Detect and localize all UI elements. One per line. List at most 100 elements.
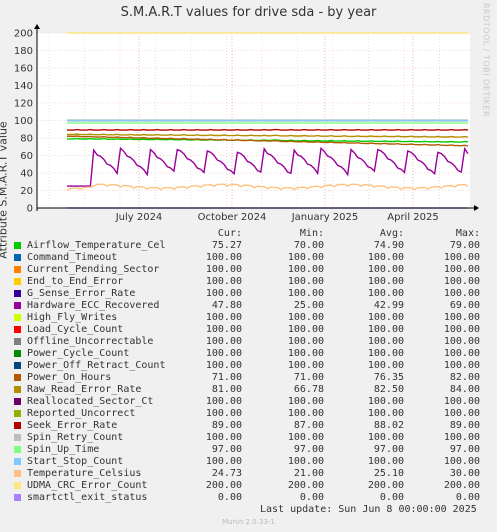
legend-value-min: 100.00 [287, 408, 324, 419]
legend-value-min: 100.00 [287, 432, 324, 443]
legend-swatch [14, 458, 21, 465]
legend-value-cur: 100.00 [205, 324, 242, 335]
legend-value-max: 100.00 [443, 264, 480, 275]
legend-row: Temperature_Celsius 24.73 21.00 25.10 30.00 [14, 468, 484, 480]
legend-row: Seek_Error_Rate 89.00 87.00 88.02 89.00 [14, 420, 484, 432]
legend-series-name: Spin_Retry_Count [27, 432, 124, 443]
legend-value-avg: 100.00 [367, 348, 404, 359]
legend-value-cur: 89.00 [211, 420, 242, 431]
legend-value-max: 100.00 [443, 456, 480, 467]
legend-value-cur: 100.00 [205, 456, 242, 467]
legend-value-min: 100.00 [287, 252, 324, 263]
legend-value-avg: 76.35 [373, 372, 404, 383]
legend-value-cur: 100.00 [205, 432, 242, 443]
y-tick-label: 160 [14, 64, 33, 75]
legend-header-min: Min: [299, 228, 324, 239]
legend-swatch [14, 446, 21, 453]
legend-value-max: 100.00 [443, 288, 480, 299]
legend-series-name: Seek_Error_Rate [27, 420, 118, 431]
legend-value-avg: 100.00 [367, 312, 404, 323]
legend-value-min: 100.00 [287, 264, 324, 275]
legend-value-cur: 97.00 [211, 444, 242, 455]
legend-value-avg: 100.00 [367, 252, 404, 263]
legend-series-name: Start_Stop_Count [27, 456, 124, 467]
legend-row: Power_Off_Retract_Count 100.00 100.00 100.0… [14, 360, 484, 372]
legend-value-cur: 100.00 [205, 264, 242, 275]
legend-series-name: G_Sense_Error_Rate [27, 288, 136, 299]
legend-swatch [14, 254, 21, 261]
x-tick-label: April 2025 [387, 212, 438, 223]
legend-value-avg: 0.00 [379, 492, 404, 503]
series-line [66, 183, 469, 191]
legend-value-max: 0.00 [455, 492, 480, 503]
legend-series-name: Power_On_Hours [27, 372, 112, 383]
legend-row: Current_Pending_Sector 100.00 100.00 100.00… [14, 264, 484, 276]
legend-value-cur: 47.80 [211, 300, 242, 311]
legend-series-name: Offline_Uncorrectable [27, 336, 154, 347]
legend-value-min: 100.00 [287, 360, 324, 371]
legend-value-avg: 100.00 [367, 396, 404, 407]
legend-swatch [14, 422, 21, 429]
legend-value-avg: 100.00 [367, 456, 404, 467]
series-line [67, 133, 469, 138]
legend-swatch [14, 266, 21, 273]
legend-value-min: 100.00 [287, 276, 324, 287]
x-tick-label: October 2024 [198, 212, 267, 223]
legend-header-max: Max: [455, 228, 480, 239]
legend-value-cur: 100.00 [205, 360, 242, 371]
legend-value-min: 100.00 [287, 336, 324, 347]
y-tick-label: 0 [27, 204, 33, 215]
legend-value-avg: 97.00 [373, 444, 404, 455]
y-tick-label: 20 [20, 186, 33, 197]
legend-swatch [14, 290, 21, 297]
series-line [67, 135, 469, 147]
y-tick-label: 120 [14, 99, 33, 110]
legend-series-name: High_Fly_Writes [27, 312, 118, 323]
legend-value-max: 79.00 [449, 240, 480, 251]
legend-swatch [14, 242, 21, 249]
legend-value-max: 100.00 [443, 408, 480, 419]
legend-value-avg: 74.90 [373, 240, 404, 251]
y-tick-label: 140 [14, 81, 33, 92]
legend-row: Power_Cycle_Count 100.00 100.00 100.00 100.0… [14, 348, 484, 360]
legend-value-min: 100.00 [287, 348, 324, 359]
legend-value-min: 100.00 [287, 324, 324, 335]
legend-value-cur: 0.00 [217, 492, 242, 503]
legend-value-min: 100.00 [287, 288, 324, 299]
chart-title: S.M.A.R.T values for drive sda - by year [120, 5, 377, 20]
legend-value-cur: 100.00 [205, 348, 242, 359]
legend-row: Offline_Uncorrectable 100.00 100.00 100.00 1… [14, 336, 484, 348]
x-axis-arrow [474, 205, 479, 211]
legend-series-name: Reallocated_Sector_Ct [27, 396, 154, 407]
legend-value-cur: 100.00 [205, 288, 242, 299]
legend-row: Load_Cycle_Count 100.00 100.00 100.00 100.00 [14, 324, 484, 336]
legend-value-min: 87.00 [293, 420, 324, 431]
legend-value-avg: 100.00 [367, 264, 404, 275]
legend-series-name: Power_Cycle_Count [27, 348, 130, 359]
legend-value-min: 21.00 [293, 468, 324, 479]
munin-version: Munin 2.0.33-1 [222, 518, 275, 526]
legend-value-cur: 200.00 [205, 480, 242, 491]
y-axis-arrow [34, 24, 40, 29]
legend-series-name: smartctl_exit_status [27, 492, 148, 503]
legend-value-avg: 100.00 [367, 336, 404, 347]
legend-value-min: 71.00 [293, 372, 324, 383]
legend-row: UDMA_CRC_Error_Count 200.00 200.00 200.00 20… [14, 480, 484, 492]
legend-row: Raw_Read_Error_Rate 81.00 66.78 82.50 84.00 [14, 384, 484, 396]
y-tick-label: 200 [14, 29, 33, 40]
series-line [67, 146, 469, 187]
y-tick-label: 60 [20, 151, 33, 162]
legend-series-name: Current_Pending_Sector [27, 264, 160, 275]
legend-swatch [14, 410, 21, 417]
legend-row: Reported_Uncorrect 100.00 100.00 100.00 100.… [14, 408, 484, 420]
legend-series-name: Power_Off_Retract_Count [27, 360, 166, 371]
legend-value-max: 100.00 [443, 252, 480, 263]
legend-swatch [14, 314, 21, 321]
legend-row: Spin_Retry_Count 100.00 100.00 100.00 100.00 [14, 432, 484, 444]
legend-value-min: 200.00 [287, 480, 324, 491]
legend-row: Airflow_Temperature_Cel 75.27 70.00 74.90 79… [14, 240, 484, 252]
legend-series-name: Temperature_Celsius [27, 468, 142, 479]
legend-swatch [14, 302, 21, 309]
y-tick-label: 80 [20, 134, 33, 145]
